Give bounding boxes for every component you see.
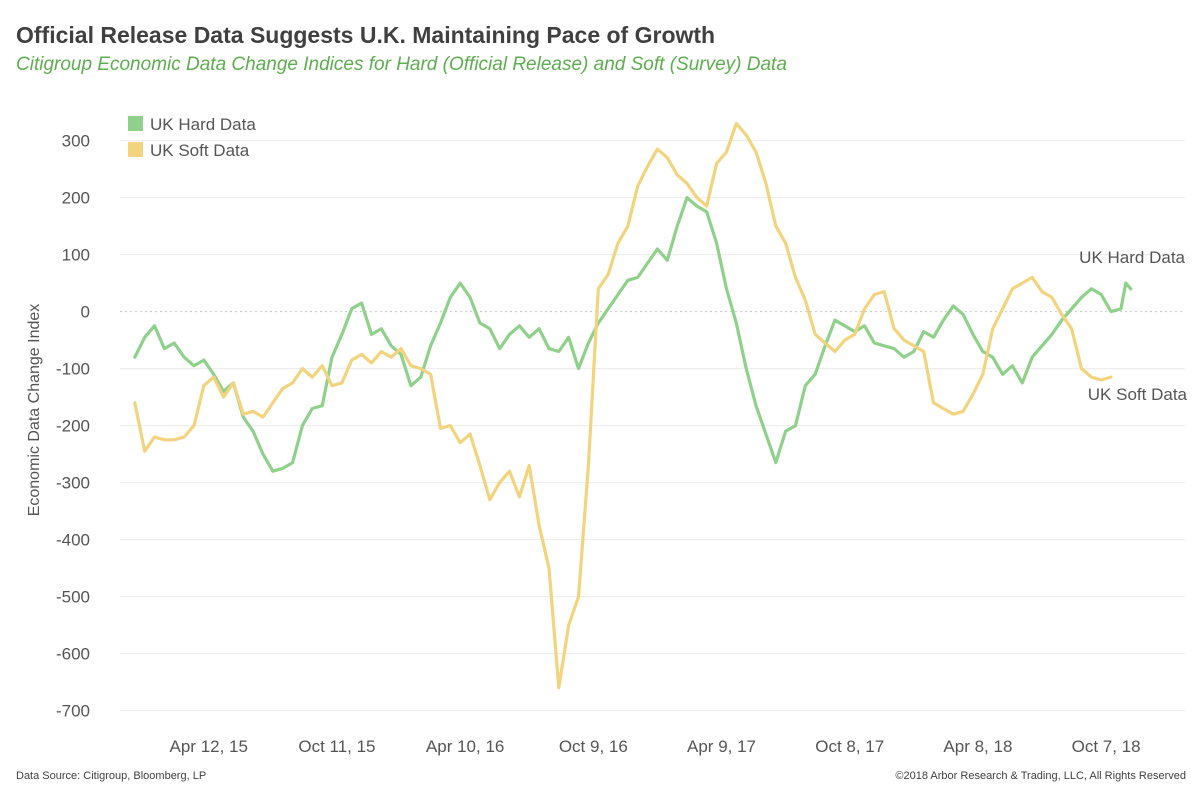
series-end-label: UK Hard Data xyxy=(1079,248,1185,267)
legend-swatch xyxy=(128,116,143,131)
legend-label: UK Soft Data xyxy=(150,141,250,160)
y-tick-label: -600 xyxy=(56,645,90,664)
data-source-note: Data Source: Citigroup, Bloomberg, LP xyxy=(16,770,207,782)
y-axis-label: Economic Data Change Index xyxy=(26,304,43,517)
x-axis-ticks: Apr 12, 15 Oct 11, 15 Apr 10, 16 Oct 9, 16 A… xyxy=(170,737,1141,756)
x-tick-label: Apr 8, 18 xyxy=(943,737,1012,756)
x-tick-label: Apr 10, 16 xyxy=(426,737,504,756)
series-lines xyxy=(133,121,1133,690)
x-tick-label: Oct 7, 18 xyxy=(1072,737,1141,756)
y-axis-ticks: 300 200 100 0 -100 -200 -300 -400 -500 -600 -700 xyxy=(56,132,90,721)
legend-label: UK Hard Data xyxy=(150,115,256,134)
series-end-label: UK Soft Data xyxy=(1088,385,1188,404)
y-tick-label: -400 xyxy=(56,531,90,550)
chart-subtitle: Citigroup Economic Data Change Indices f… xyxy=(16,54,787,75)
copyright-note: ©2018 Arbor Research & Trading, LLC, All… xyxy=(895,770,1186,782)
y-tick-label: -200 xyxy=(56,417,90,436)
y-tick-label: -300 xyxy=(56,474,90,493)
x-tick-label: Apr 12, 15 xyxy=(170,737,248,756)
x-tick-label: Oct 9, 16 xyxy=(559,737,628,756)
y-tick-label: 200 xyxy=(62,189,90,208)
series-line-uk-soft-data xyxy=(133,121,1113,690)
y-tick-label: 300 xyxy=(62,132,90,151)
series-end-labels: UK Hard Data UK Soft Data xyxy=(1079,248,1187,404)
x-tick-label: Apr 9, 17 xyxy=(687,737,756,756)
x-tick-label: Oct 11, 15 xyxy=(298,737,375,756)
legend-swatch xyxy=(128,142,143,157)
series-line-uk-hard-data xyxy=(133,196,1133,473)
y-tick-label: -700 xyxy=(56,702,90,721)
legend: UK Hard Data UK Soft Data xyxy=(128,115,256,160)
y-tick-label: -500 xyxy=(56,588,90,607)
chart-title: Official Release Data Suggests U.K. Main… xyxy=(16,22,716,48)
y-tick-label: 0 xyxy=(81,303,90,322)
y-tick-label: -100 xyxy=(56,360,90,379)
y-tick-label: 100 xyxy=(62,246,90,265)
gridlines xyxy=(120,140,1185,712)
x-tick-label: Oct 8, 17 xyxy=(815,737,884,756)
